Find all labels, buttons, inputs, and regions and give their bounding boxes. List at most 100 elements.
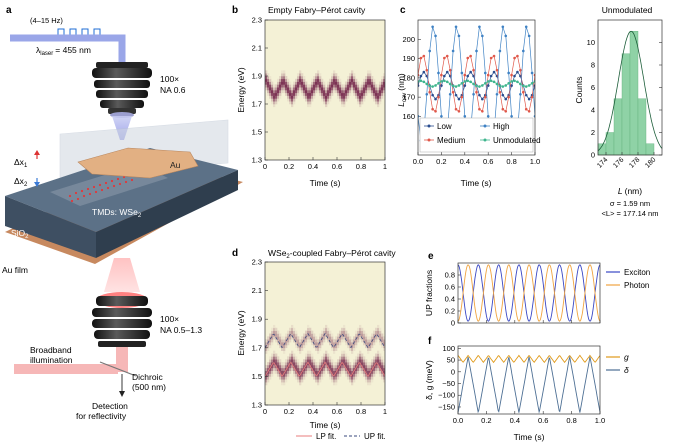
y-tick-label: 170 — [402, 93, 415, 102]
heatmap-cell — [299, 342, 302, 346]
heatmap-cell — [267, 379, 270, 383]
x-tick-label: 0.6 — [332, 407, 342, 416]
heatmap-cell — [357, 336, 360, 340]
heatmap-cell — [301, 336, 304, 340]
y-tick-label: 0.8 — [445, 271, 455, 280]
heatmap-cell — [271, 92, 274, 96]
y-tick-label: 1.5 — [252, 128, 262, 137]
heatmap-cell — [371, 84, 374, 88]
heatmap-cell — [281, 370, 284, 374]
heatmap-cell — [341, 101, 344, 105]
heatmap-cell — [333, 370, 336, 374]
y-tick-label: −50 — [442, 379, 455, 388]
series-point-medium — [501, 107, 505, 111]
heatmap-cell — [371, 78, 374, 82]
series-point-unmodulated — [522, 84, 525, 88]
heatmap-cell — [357, 359, 360, 363]
heatmap-cell — [283, 376, 286, 380]
heatmap-cell — [315, 87, 318, 91]
heatmap-cell — [383, 347, 385, 351]
heatmap-cell — [347, 339, 350, 343]
heatmap-cell — [287, 330, 290, 334]
heatmap-cell — [355, 333, 358, 337]
hist-sigma: σ = 1.59 nm — [610, 199, 650, 208]
heatmap-cell — [367, 336, 370, 340]
series-point-medium — [492, 54, 496, 58]
heatmap-cell — [323, 356, 326, 360]
heatmap-cell — [365, 336, 368, 340]
heatmap-cell — [355, 344, 358, 349]
heatmap-cell — [341, 90, 344, 94]
series-point-unmodulated — [434, 84, 437, 87]
heatmap-cell — [367, 344, 370, 349]
panel-letter-b: b — [232, 5, 238, 16]
heatmap-cell — [327, 353, 330, 357]
heatmap-cell — [319, 81, 322, 85]
heatmap-cell — [355, 92, 358, 96]
heatmap-cell — [383, 359, 385, 363]
series-point-high — [498, 49, 502, 53]
heatmap-cell — [353, 373, 356, 377]
heatmap-cell — [381, 84, 384, 88]
heatmap-cell — [315, 81, 318, 85]
heatmap-cell — [309, 92, 312, 96]
heatmap-cell — [349, 73, 352, 77]
heatmap-cell — [331, 342, 334, 346]
heatmap-cell — [337, 95, 340, 99]
heatmap-cell — [299, 367, 302, 371]
heatmap-cell — [279, 367, 282, 371]
heatmap-cell — [287, 333, 290, 337]
heatmap-cell — [329, 359, 332, 363]
series-point-low — [454, 93, 458, 97]
heatmap-cell — [383, 362, 385, 366]
heatmap-cell — [295, 367, 298, 371]
heatmap-cell — [341, 356, 344, 360]
heatmap-cell — [317, 373, 320, 377]
heatmap-cell — [319, 87, 322, 91]
heatmap-cell — [341, 350, 344, 354]
legend-label: δ — [624, 365, 629, 375]
series-point-low — [486, 84, 490, 87]
series-point-low — [527, 97, 531, 101]
heatmap-cell — [269, 90, 272, 94]
heatmap-cell — [353, 362, 356, 366]
series-point-unmodulated — [524, 85, 528, 88]
heatmap-cell — [365, 367, 368, 371]
heatmap-cell — [351, 370, 354, 374]
heatmap-cell — [361, 367, 364, 371]
heatmap-cell — [265, 370, 268, 374]
heatmap-cell — [319, 359, 322, 363]
heatmap-cell — [285, 90, 288, 94]
x-tick-label: 0.8 — [566, 416, 576, 425]
heatmap-cell — [325, 87, 328, 91]
heatmap-cell — [377, 95, 380, 99]
heatmap-cell — [359, 364, 362, 369]
y-tick-label: 160 — [402, 112, 415, 121]
heatmap-cell — [267, 370, 270, 374]
heatmap-cell — [377, 333, 380, 337]
heatmap-cell — [333, 350, 336, 354]
heatmap-cell — [327, 92, 330, 96]
heatmap-cell — [269, 359, 272, 363]
up-fit-line — [265, 332, 385, 349]
heatmap-cell — [265, 76, 268, 80]
heatmap-cell — [347, 344, 350, 349]
heatmap-cell — [265, 70, 268, 74]
heatmap-cell — [271, 342, 274, 346]
heatmap-cell — [317, 76, 320, 80]
heatmap-cell — [367, 367, 370, 371]
heatmap-cell — [327, 339, 330, 343]
heatmap-cell — [267, 347, 270, 351]
heatmap-cell — [343, 370, 346, 374]
heatmap-cell — [269, 95, 272, 99]
heatmap-cell — [293, 367, 296, 371]
heatmap-cell — [305, 373, 308, 377]
heatmap-cell — [303, 367, 306, 371]
heatmap-cell — [367, 84, 370, 88]
heatmap-cell — [329, 367, 332, 371]
heatmap-cell — [345, 370, 348, 374]
panel-d-legend: LP fit. UP fit. — [296, 432, 386, 441]
heatmap-cell — [307, 95, 310, 99]
heatmap-cell — [295, 376, 298, 380]
heatmap-cell — [287, 362, 290, 366]
